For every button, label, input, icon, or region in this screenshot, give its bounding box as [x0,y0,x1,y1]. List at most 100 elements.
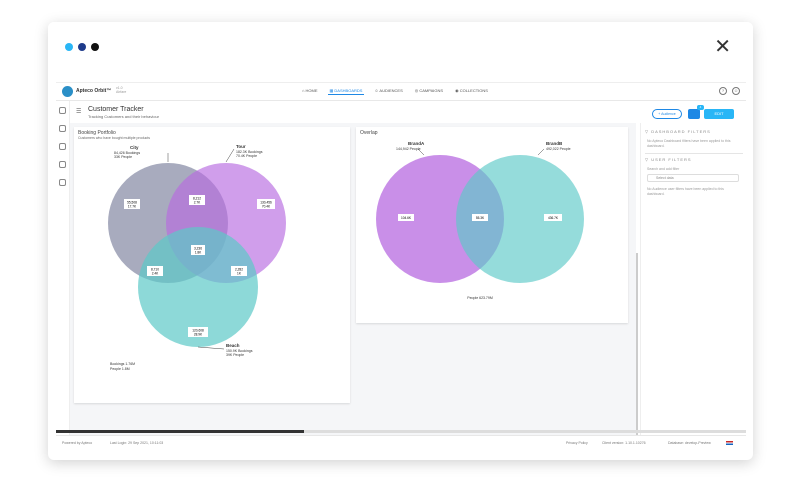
user-filters-note: No Audience user filters have been appli… [647,187,724,196]
tour-line1: 182.3K Bookings [236,150,263,154]
overlap-card: Overlap BrandA 144,942 People BrandB 492… [356,127,628,323]
language-flag-icon[interactable] [726,441,733,445]
progress-track [56,430,746,433]
home-icon: ⌂ [302,88,306,93]
campaigns-icon: ◎ [414,88,420,93]
share-count-badge: 4 [697,105,704,110]
puzzle-icon[interactable] [59,161,66,168]
region-city-tour-2: 2.7K [194,201,201,205]
progress-fill [56,430,305,433]
region-brand-b-only: 436.7K [548,216,559,220]
top-icons: ? ☺ [719,87,740,95]
window-chrome: ✕ [48,22,753,74]
region-box-tour-only [257,199,275,209]
filters-panel: ▽ DASHBOARD FILTERS No Apteco Dashboard … [640,123,746,435]
collections-icon: ◉ [455,88,460,93]
dashboard-icon: ▦ [329,88,335,93]
content-scrollbar[interactable] [636,253,638,435]
apteco-logo-icon[interactable] [62,86,73,97]
region-beach-only-2: 28.9K [194,333,203,337]
region-tour-only-1: 130,456 [260,201,272,205]
powered-by: Powered by Apteco [62,441,93,445]
settings-icon[interactable] [59,179,66,186]
brand-sub: v1.0 Airfare [116,86,127,94]
database-name: Database: develop-Preview [668,441,711,445]
region-city-only-2: 17.7K [128,205,137,209]
nav-menu: ⌂ HOME ▦ DASHBOARDS ☺ AUDIENCES ◎ CAMPAI… [300,87,490,95]
dashboard-filters-note: No Apteco Dashboard filters have been ap… [647,139,731,148]
overlap-total: People 623.79M [467,296,493,300]
footer: Powered by Apteco Last Login: 29 Sep 202… [56,435,746,455]
region-tour-beach-1: 2,282 [235,268,243,272]
nav-home[interactable]: ⌂ HOME [302,88,318,93]
left-sidebar [56,101,70,435]
window-dot-blue [65,43,73,51]
nav-collections[interactable]: ◉ COLLECTIONS [455,88,488,93]
tour-name: Tour [236,144,246,149]
nav-campaigns[interactable]: ◎ CAMPAIGNS [414,88,444,93]
booking-card-subtitle: Customers who have bought multiple produ… [78,136,150,140]
region-labels: 55,508 17.7K 8,212 2.7K 130,456 70.4K 8,… [124,195,275,337]
brand-a-name: BrandA [408,141,425,146]
select-data-input[interactable]: Select data [647,174,739,182]
region-box-brand-a-only [398,214,414,221]
brand-a-line1: 144,942 People [396,147,421,151]
region-city-beach-2: 2.4K [152,272,159,276]
page-title: Customer Tracker [88,106,144,113]
city-name: City [130,145,139,150]
region-tour-only-2: 70.4K [262,205,271,209]
chart-icon[interactable] [59,125,66,132]
region-city-only-1: 55,508 [127,201,137,205]
region-brand-a-only: 104.6K [401,216,412,220]
city-line2: 33K People [114,155,132,159]
brand-a-leader-line [417,148,425,156]
region-box-brand-ab [472,214,488,221]
share-button[interactable] [688,109,700,119]
link-icon[interactable] [59,107,66,114]
booking-venn: City 84,426 Bookings 33K People Tour 182… [108,144,286,371]
venn-circle-beach[interactable] [138,227,258,347]
tour-line2: 70.4K People [236,154,257,158]
beach-line1: 150.9K Bookings [226,349,253,353]
region-all-1: 3,236 [194,247,202,251]
nav-audiences[interactable]: ☺ AUDIENCES [374,88,403,93]
region-box-tour-beach [231,266,247,276]
beach-line2: 39K People [226,353,244,357]
top-navigation: Apteco Orbit™ v1.0 Airfare ⌂ HOME ▦ DASH… [56,83,746,101]
user-icon[interactable]: ☺ [732,87,740,95]
client-version: Client version: 1.10.1.10276 [602,441,646,445]
region-box-beach-only [188,327,208,337]
help-icon[interactable]: ? [719,87,727,95]
audiences-icon: ☺ [374,88,380,93]
people-icon[interactable] [59,143,66,150]
dashboard-filters-title[interactable]: ▽ DASHBOARD FILTERS [645,129,711,134]
venn-circle-brand-b[interactable] [456,155,584,283]
page-subtitle: Tracking Customers and their behaviour [88,114,159,119]
region-city-beach-1: 8,710 [151,268,159,272]
menu-icon[interactable]: ☰ [76,109,82,115]
filters-divider [645,153,743,154]
region-box-city-only [124,199,140,209]
brand-b-leader-line [537,148,545,156]
region-beach-only-1: 120,608 [192,329,204,333]
overlap-venn: BrandA 144,942 People BrandB 492,022 Peo… [376,141,584,300]
region-city-tour-1: 8,212 [193,197,201,201]
booking-total-bookings: Bookings 1.76M [110,362,135,366]
user-filters-title[interactable]: ▽ USER FILTERS [645,157,692,162]
tour-leader-line [225,148,235,163]
brand-b-name: BrandB [546,141,563,146]
brand-name: Apteco Orbit™ [76,88,112,94]
edit-button[interactable]: EDIT [704,109,734,119]
search-filter-label: Search and add filter [647,167,680,171]
privacy-link[interactable]: Privacy Policy [566,441,588,445]
region-tour-beach-2: 1K [237,272,242,276]
region-brand-ab: 55.3K [476,216,485,220]
add-audience-button[interactable]: + Audience [652,109,682,119]
brand-b-line1: 492,022 People [546,147,571,151]
nav-dashboards[interactable]: ▦ DASHBOARDS [327,88,365,95]
app-frame: Apteco Orbit™ v1.0 Airfare ⌂ HOME ▦ DASH… [56,82,746,454]
region-all-2: 1.8K [195,251,202,255]
booking-card-title: Booking Portfolio [78,130,116,136]
beach-name: Beach [226,343,240,348]
close-icon[interactable]: ✕ [714,34,731,58]
